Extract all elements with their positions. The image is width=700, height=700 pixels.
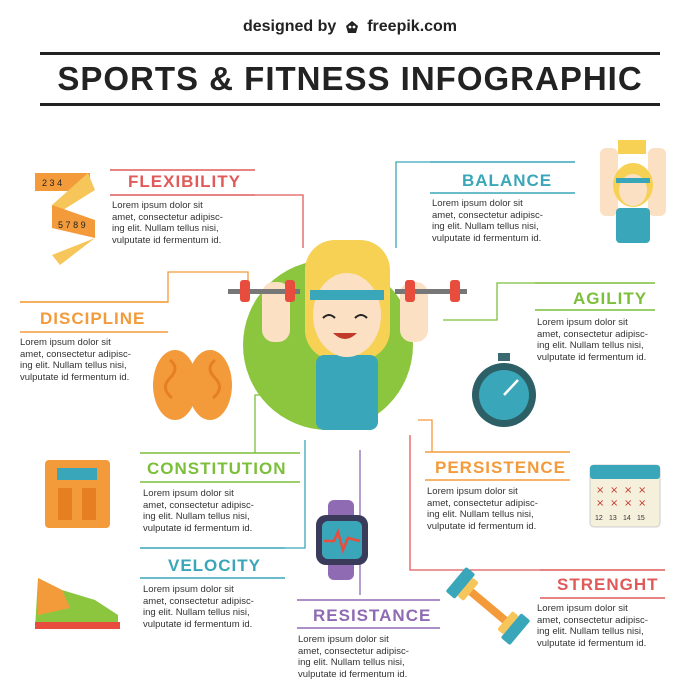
dumbbell-icon xyxy=(446,567,530,645)
flexibility-heading: FLEXIBILITY xyxy=(128,172,241,191)
flexibility-connector xyxy=(255,194,304,248)
agility-description: Lorem ipsum dolor sit amet, consectetur … xyxy=(537,317,648,363)
sneaker-icon xyxy=(35,578,120,629)
strenght-connector xyxy=(409,435,540,571)
agility-connector xyxy=(443,282,535,321)
svg-text:×: × xyxy=(624,485,632,496)
balancing-woman-icon xyxy=(600,140,666,243)
discipline-description: Lorem ipsum dolor sit amet, consectetur … xyxy=(20,337,131,383)
freepik-logo-icon xyxy=(345,20,358,33)
resistance-description: Lorem ipsum dolor sit amet, consectetur … xyxy=(298,634,409,680)
page-title: SPORTS & FITNESS INFOGRAPHIC xyxy=(57,60,643,97)
scale-icon xyxy=(45,460,110,528)
svg-text:×: × xyxy=(624,498,632,509)
athlete-woman-lifting-icon xyxy=(228,240,467,430)
svg-text:×: × xyxy=(610,498,618,509)
velocity-connector xyxy=(285,440,306,549)
title-rules xyxy=(40,52,660,106)
calendar-icon: × × × × × × × × 12 13 14 15 xyxy=(589,464,661,528)
credit-brand: freepik.com xyxy=(367,18,458,35)
svg-text:14: 14 xyxy=(623,515,631,522)
svg-text:×: × xyxy=(596,485,604,496)
balance-heading: BALANCE xyxy=(462,171,553,190)
credit-line: designed by freepik.com xyxy=(0,18,700,36)
smartwatch-icon xyxy=(316,500,368,580)
resistance-heading: RESISTANCE xyxy=(313,606,432,625)
agility-heading: AGILITY xyxy=(573,289,648,308)
svg-text:13: 13 xyxy=(609,515,617,522)
velocity-heading: VELOCITY xyxy=(168,556,262,575)
persistence-heading: PERSISTENCE xyxy=(435,458,566,477)
svg-text:5 7 8 9: 5 7 8 9 xyxy=(58,220,86,230)
svg-text:×: × xyxy=(638,485,646,496)
balance-connector xyxy=(395,161,430,248)
persistence-connector xyxy=(418,419,433,452)
tape-numbers: 2 3 4 xyxy=(42,178,62,188)
discipline-heading: DISCIPLINE xyxy=(40,309,146,328)
flexibility-description: Lorem ipsum dolor sit amet, consectetur … xyxy=(112,200,223,246)
stopwatch-icon xyxy=(472,353,536,427)
constitution-heading: CONSTITUTION xyxy=(147,459,287,478)
constitution-description: Lorem ipsum dolor sit amet, consectetur … xyxy=(143,488,254,534)
velocity-description: Lorem ipsum dolor sit amet, consectetur … xyxy=(143,584,254,630)
strenght-description: Lorem ipsum dolor sit amet, consectetur … xyxy=(537,603,648,649)
credit-designed-by: designed by xyxy=(242,18,337,35)
discipline-connector xyxy=(20,271,249,303)
svg-text:×: × xyxy=(596,498,604,509)
svg-text:×: × xyxy=(610,485,618,496)
svg-text:×: × xyxy=(638,498,646,509)
measuring-tape-icon: 2 3 4 5 7 8 9 xyxy=(35,173,95,265)
brain-icon xyxy=(153,350,232,420)
balance-description: Lorem ipsum dolor sit amet, consectetur … xyxy=(432,198,543,244)
svg-text:15: 15 xyxy=(637,515,645,522)
strenght-heading: STRENGHT xyxy=(557,575,659,594)
svg-text:12: 12 xyxy=(595,515,603,522)
persistence-description: Lorem ipsum dolor sit amet, consectetur … xyxy=(427,486,538,532)
